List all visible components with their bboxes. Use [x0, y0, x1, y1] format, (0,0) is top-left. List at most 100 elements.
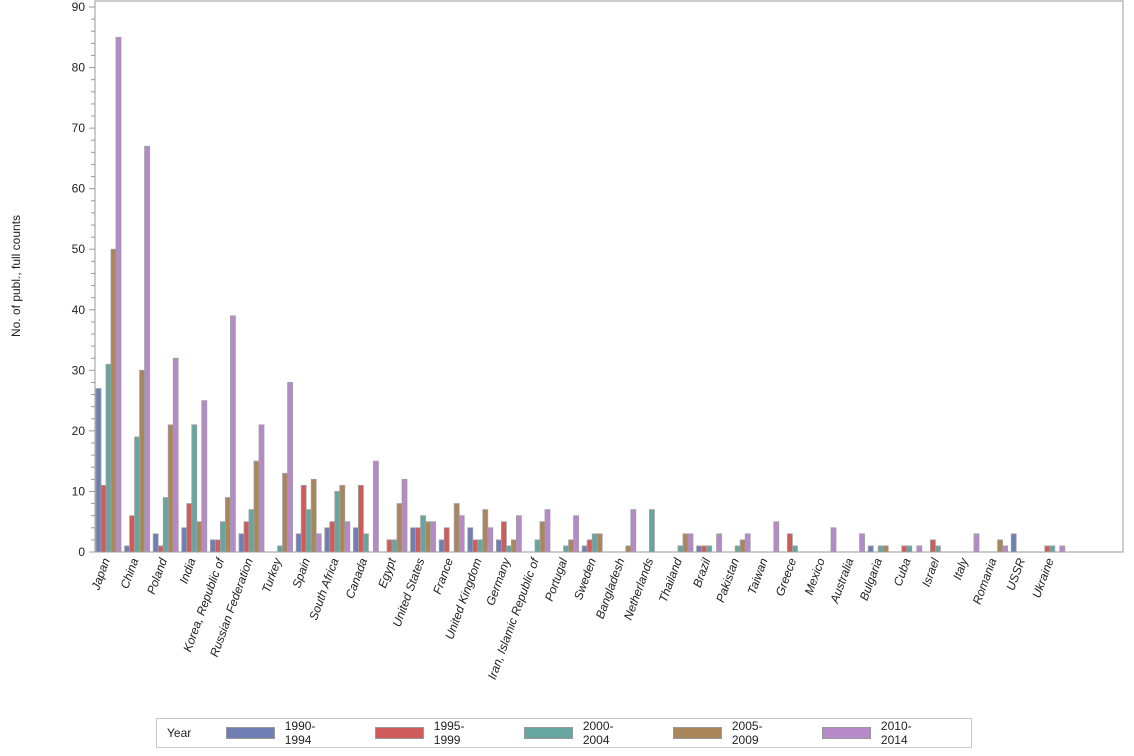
- bar: [430, 521, 437, 553]
- plot-frame: [94, 0, 1124, 553]
- y-tick-label: 30: [72, 363, 86, 377]
- x-tick-label: Japan: [88, 556, 113, 593]
- y-axis: 0 10 20 30 40 50 60 70 80 90: [72, 0, 95, 559]
- bar: [129, 515, 136, 553]
- bar: [630, 509, 637, 553]
- x-tick-label: USSR: [1003, 556, 1028, 592]
- bar: [792, 545, 798, 553]
- bar: [467, 527, 474, 553]
- x-tick-label: France: [430, 556, 456, 596]
- bar: [773, 521, 780, 553]
- x-tick-label: Cuba: [891, 556, 914, 588]
- bar: [495, 539, 502, 553]
- bar: [110, 248, 117, 553]
- y-tick-label: 40: [72, 303, 86, 317]
- legend-label: 2000-2004: [582, 719, 614, 747]
- bars: [95, 36, 1066, 553]
- bar: [362, 533, 369, 553]
- legend-label: 1995-1999: [433, 719, 465, 747]
- bar: [372, 460, 379, 553]
- bar: [882, 545, 889, 553]
- bar: [581, 545, 588, 553]
- bar: [1002, 545, 1008, 553]
- bar: [867, 545, 874, 553]
- bar: [420, 515, 427, 553]
- bar: [295, 533, 302, 553]
- x-tick-label: Italy: [950, 555, 971, 581]
- bar: [243, 521, 250, 553]
- x-tick-label: Poland: [144, 556, 170, 596]
- bar: [139, 369, 146, 553]
- bar: [124, 545, 130, 553]
- x-tick-label: Sweden: [571, 556, 599, 602]
- bar: [916, 545, 923, 553]
- legend-item: 2000-2004: [523, 719, 639, 747]
- legend: Year 1990-1994 1995-1999 2000-2004 2005-…: [156, 718, 972, 748]
- legend-label: 1990-1994: [284, 719, 316, 747]
- bar: [287, 382, 294, 553]
- legend-label: 2005-2009: [731, 719, 763, 747]
- x-tick-label: Spain: [289, 556, 313, 590]
- bar: [649, 509, 655, 553]
- x-tick-label: Portugal: [542, 556, 571, 603]
- bar: [625, 545, 632, 553]
- bar: [516, 515, 522, 553]
- bar: [596, 533, 603, 553]
- bar: [229, 315, 236, 553]
- y-tick-label: 90: [72, 0, 86, 14]
- bar: [687, 533, 694, 553]
- y-axis-title: No. of publ., full counts: [9, 215, 23, 337]
- bar: [334, 491, 341, 553]
- bar: [100, 484, 107, 553]
- bar: [315, 533, 322, 553]
- bar: [544, 509, 551, 553]
- x-tick-label: Bulgaria: [857, 556, 885, 602]
- bar: [482, 509, 489, 553]
- bar: [973, 533, 980, 553]
- bar: [415, 527, 422, 553]
- bar: [201, 400, 208, 553]
- bar: [487, 527, 494, 553]
- bar: [500, 521, 507, 553]
- bar: [253, 460, 260, 553]
- bar: [95, 388, 102, 553]
- legend-swatch-2000-2004: [523, 727, 573, 739]
- bar: [196, 521, 203, 553]
- bar: [157, 545, 164, 553]
- legend-item: 2010-2014: [821, 719, 937, 747]
- bar: [787, 533, 793, 553]
- bar: [391, 539, 398, 553]
- y-tick-label: 50: [72, 242, 86, 256]
- bar: [877, 545, 884, 553]
- bar: [238, 533, 245, 553]
- bar: [329, 521, 336, 553]
- bar: [214, 539, 221, 553]
- bar: [458, 515, 465, 553]
- bar: [310, 478, 317, 553]
- y-tick-label: 10: [72, 484, 86, 498]
- bar: [744, 533, 751, 553]
- bar: [300, 484, 307, 553]
- bar: [191, 424, 198, 553]
- bar: [563, 545, 569, 553]
- bar: [706, 545, 712, 553]
- bar: [935, 545, 941, 553]
- bar: [305, 509, 312, 553]
- bar: [181, 527, 188, 553]
- y-tick-label: 60: [72, 182, 86, 196]
- bar: [324, 527, 331, 553]
- bar: [510, 539, 517, 553]
- bar: [357, 484, 364, 553]
- x-tick-label: Australia: [827, 556, 857, 606]
- bar: [568, 539, 574, 553]
- bar: [209, 539, 216, 553]
- bar: [472, 539, 479, 553]
- bar: [396, 503, 403, 553]
- bar: [1049, 545, 1056, 553]
- legend-title: Year: [167, 726, 192, 740]
- bar: [505, 545, 512, 553]
- bar: [344, 521, 351, 553]
- bar: [930, 539, 936, 553]
